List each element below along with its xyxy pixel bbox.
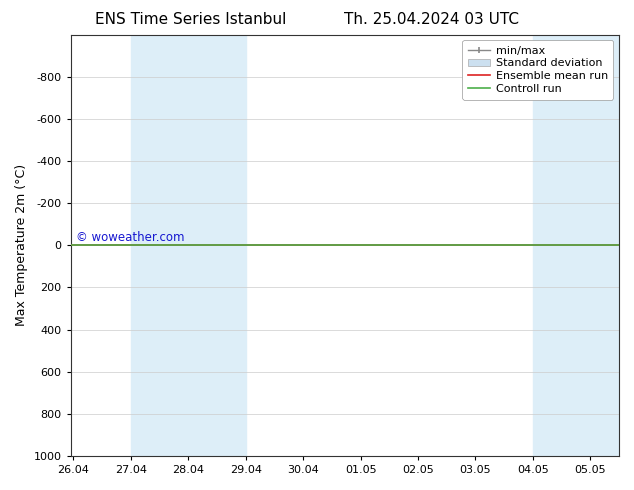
Text: Th. 25.04.2024 03 UTC: Th. 25.04.2024 03 UTC [344,12,519,27]
Bar [533,35,619,456]
Text: © woweather.com: © woweather.com [76,231,184,244]
Text: ENS Time Series Istanbul: ENS Time Series Istanbul [94,12,286,27]
Y-axis label: Max Temperature 2m (°C): Max Temperature 2m (°C) [15,164,28,326]
Legend: min/max, Standard deviation, Ensemble mean run, Controll run: min/max, Standard deviation, Ensemble me… [462,40,614,99]
Bar [131,35,246,456]
